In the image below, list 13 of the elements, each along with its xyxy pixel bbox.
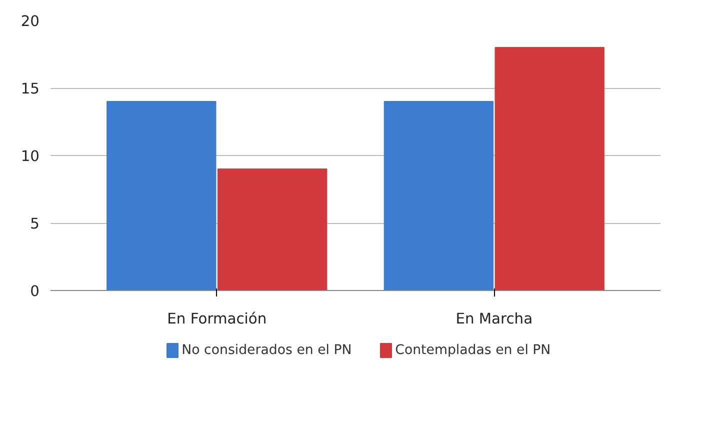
- legend-label: No considerados en el PN: [182, 343, 352, 358]
- legend-label: Contempladas en el PN: [395, 343, 551, 358]
- bar: [106, 101, 216, 290]
- y-tick-label: 15: [20, 80, 40, 98]
- y-tick-label: 0: [30, 283, 40, 300]
- x-tick-label: En Formación: [167, 310, 267, 328]
- bar: [217, 168, 328, 290]
- bar: [384, 101, 494, 290]
- x-tick-label: En Marcha: [456, 310, 533, 328]
- y-tick-label: 10: [20, 148, 40, 165]
- bar: [494, 47, 604, 290]
- y-tick-label: 20: [20, 13, 40, 30]
- y-tick-label: 5: [30, 216, 40, 232]
